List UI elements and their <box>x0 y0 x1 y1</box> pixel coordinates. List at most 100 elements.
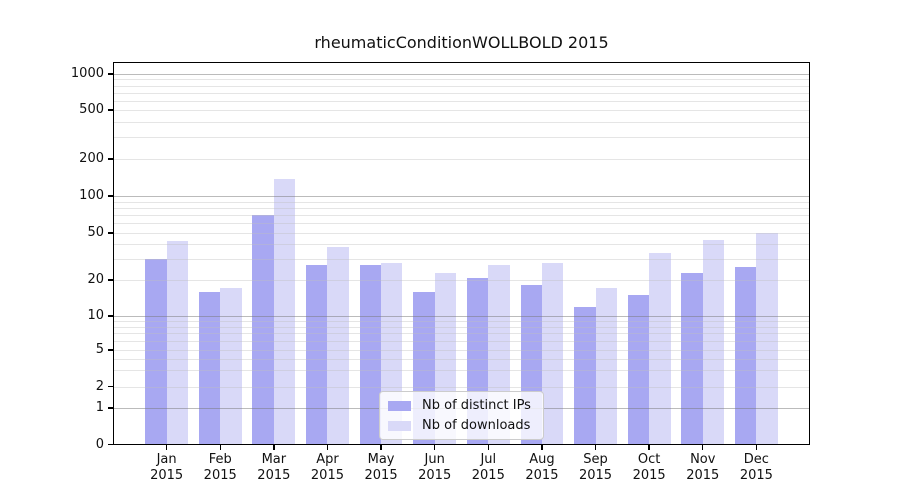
x-tick-label: Jul 2015 <box>456 452 520 484</box>
x-label-year: 2015 <box>364 468 398 483</box>
bar-nb-of-downloads-feb <box>220 288 242 445</box>
minor-gridline <box>113 386 810 388</box>
minor-gridline <box>113 350 810 351</box>
chart-title: rheumaticConditionWOLLBOLD 2015 <box>314 33 609 52</box>
minor-gridline <box>113 326 810 328</box>
legend-entry-nb-of-distinct-ips: Nb of distinct IPs <box>388 398 531 413</box>
bar-nb-of-downloads-nov <box>702 239 725 445</box>
y-tick-label: 1000 <box>70 66 104 81</box>
x-tick-mark <box>487 445 489 450</box>
y-tick-label: 50 <box>87 225 104 240</box>
minor-gridline <box>113 92 810 94</box>
x-label-month: Nov <box>690 452 716 467</box>
y-tick-label: 1 <box>95 400 104 415</box>
minor-gridline <box>113 223 810 225</box>
minor-gridline <box>113 244 810 246</box>
legend-swatch <box>388 420 411 431</box>
legend-label: Nb of distinct IPs <box>422 398 531 413</box>
x-tick-mark <box>380 445 382 450</box>
x-label-month: Jan <box>156 452 177 467</box>
bar-nb-of-downloads-jan <box>166 240 188 445</box>
legend-entry-nb-of-downloads: Nb of downloads <box>388 418 531 433</box>
legend: Nb of distinct IPs Nb of downloads <box>379 391 544 440</box>
major-gridline <box>113 316 810 317</box>
x-tick-mark <box>165 445 168 450</box>
bar-nb-of-downloads-dec <box>756 233 778 445</box>
x-tick-label: Feb 2015 <box>188 452 252 484</box>
y-tick-mark <box>108 407 113 409</box>
x-tick-mark <box>219 445 221 450</box>
y-tick-label: 10 <box>87 308 104 323</box>
x-label-month: Jul <box>480 452 497 467</box>
y-tick-mark <box>108 443 113 446</box>
x-label-month: Mar <box>261 452 287 467</box>
x-label-month: Feb <box>208 452 232 467</box>
x-label-month: Apr <box>316 452 339 467</box>
minor-gridline <box>113 233 810 234</box>
x-tick-label: May 2015 <box>349 452 413 484</box>
minor-gridline <box>113 159 810 160</box>
minor-gridline <box>113 358 810 360</box>
y-tick-mark <box>108 232 113 234</box>
y-tick-mark <box>108 195 113 197</box>
bar-nb-of-distinct-ips-jan <box>145 259 167 445</box>
y-tick-label: 2 <box>95 378 104 394</box>
x-tick-label: Nov 2015 <box>671 452 735 484</box>
x-label-month: Dec <box>743 452 769 467</box>
minor-gridline <box>113 341 810 343</box>
y-tick-mark <box>108 73 113 75</box>
x-label-month: Jun <box>424 452 445 467</box>
minor-gridline <box>113 100 810 102</box>
x-label-year: 2015 <box>471 468 505 483</box>
x-tick-mark <box>594 445 597 450</box>
x-tick-label: Jan 2015 <box>135 452 199 484</box>
x-tick-mark <box>755 445 758 450</box>
major-gridline <box>113 74 810 75</box>
minor-gridline <box>113 110 810 111</box>
x-tick-mark <box>702 445 704 450</box>
minor-gridline <box>113 79 810 81</box>
minor-gridline <box>113 259 810 261</box>
y-tick-label: 500 <box>79 102 104 117</box>
x-tick-label: Jun 2015 <box>403 452 467 484</box>
x-label-month: Oct <box>637 452 661 467</box>
x-label-year: 2015 <box>418 468 452 483</box>
minor-gridline <box>113 215 810 217</box>
minor-gridline <box>113 207 810 209</box>
bar-nb-of-downloads-mar <box>273 179 296 445</box>
y-tick-mark <box>108 158 113 160</box>
minor-gridline <box>113 85 810 87</box>
y-tick-label: 20 <box>87 272 104 287</box>
x-tick-label: Mar 2015 <box>242 452 306 484</box>
x-label-year: 2015 <box>257 468 291 483</box>
bar-nb-of-distinct-ips-may <box>359 264 382 445</box>
minor-gridline <box>113 137 810 139</box>
x-label-month: Aug <box>529 452 555 467</box>
bar-nb-of-downloads-oct <box>649 252 671 445</box>
bar-nb-of-distinct-ips-mar <box>252 215 274 445</box>
bar-nb-of-distinct-ips-apr <box>306 264 328 445</box>
x-label-year: 2015 <box>578 468 613 483</box>
bar-nb-of-downloads-sep <box>595 288 617 445</box>
x-label-year: 2015 <box>686 468 720 483</box>
legend-label: Nb of downloads <box>422 418 531 433</box>
minor-gridline <box>113 370 810 372</box>
x-label-year: 2015 <box>739 468 773 483</box>
bar-nb-of-distinct-ips-feb <box>198 291 221 445</box>
y-tick-label: 200 <box>79 151 104 166</box>
major-gridline <box>113 196 810 197</box>
y-tick-label: 5 <box>95 342 104 357</box>
bar-nb-of-distinct-ips-oct <box>627 294 650 445</box>
x-tick-label: Sep 2015 <box>564 452 628 484</box>
x-tick-label: Apr 2015 <box>295 452 359 484</box>
minor-gridline <box>113 280 810 281</box>
x-tick-mark <box>326 445 329 450</box>
x-tick-mark <box>541 445 543 450</box>
y-tick-mark <box>108 349 113 351</box>
x-tick-mark <box>433 445 436 450</box>
y-tick-mark <box>108 109 113 111</box>
minor-gridline <box>113 321 810 323</box>
y-tick-mark <box>108 315 113 317</box>
bar-nb-of-downloads-aug <box>541 262 564 445</box>
plot-area <box>113 62 810 445</box>
